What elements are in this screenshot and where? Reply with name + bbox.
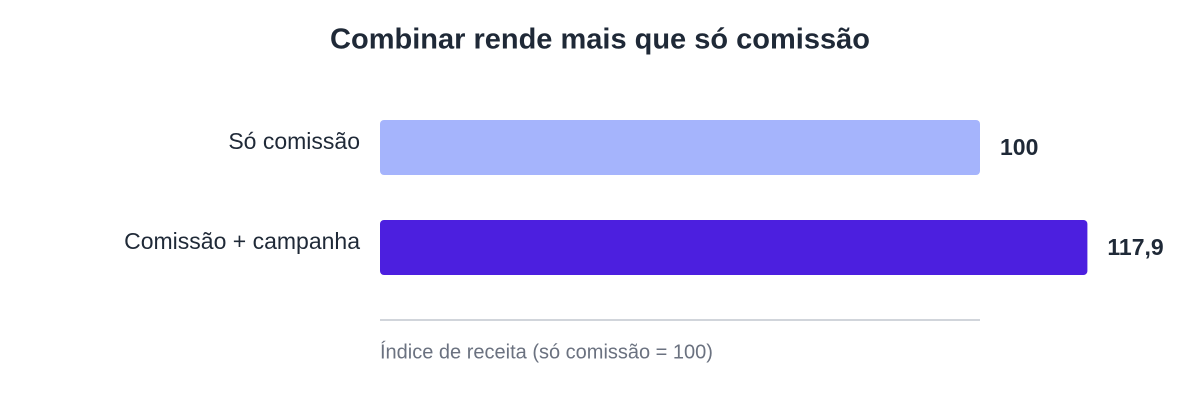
bar <box>380 220 1088 275</box>
category-label: Comissão + campanha <box>124 228 360 254</box>
chart-title: Combinar rende mais que só comissão <box>330 24 870 56</box>
category-label: Só comissão <box>228 128 360 154</box>
bar <box>380 120 980 175</box>
axis-label: Índice de receita (só comissão = 100) <box>380 340 713 363</box>
value-label: 117,9 <box>1107 234 1163 260</box>
value-label: 100 <box>1000 134 1038 160</box>
